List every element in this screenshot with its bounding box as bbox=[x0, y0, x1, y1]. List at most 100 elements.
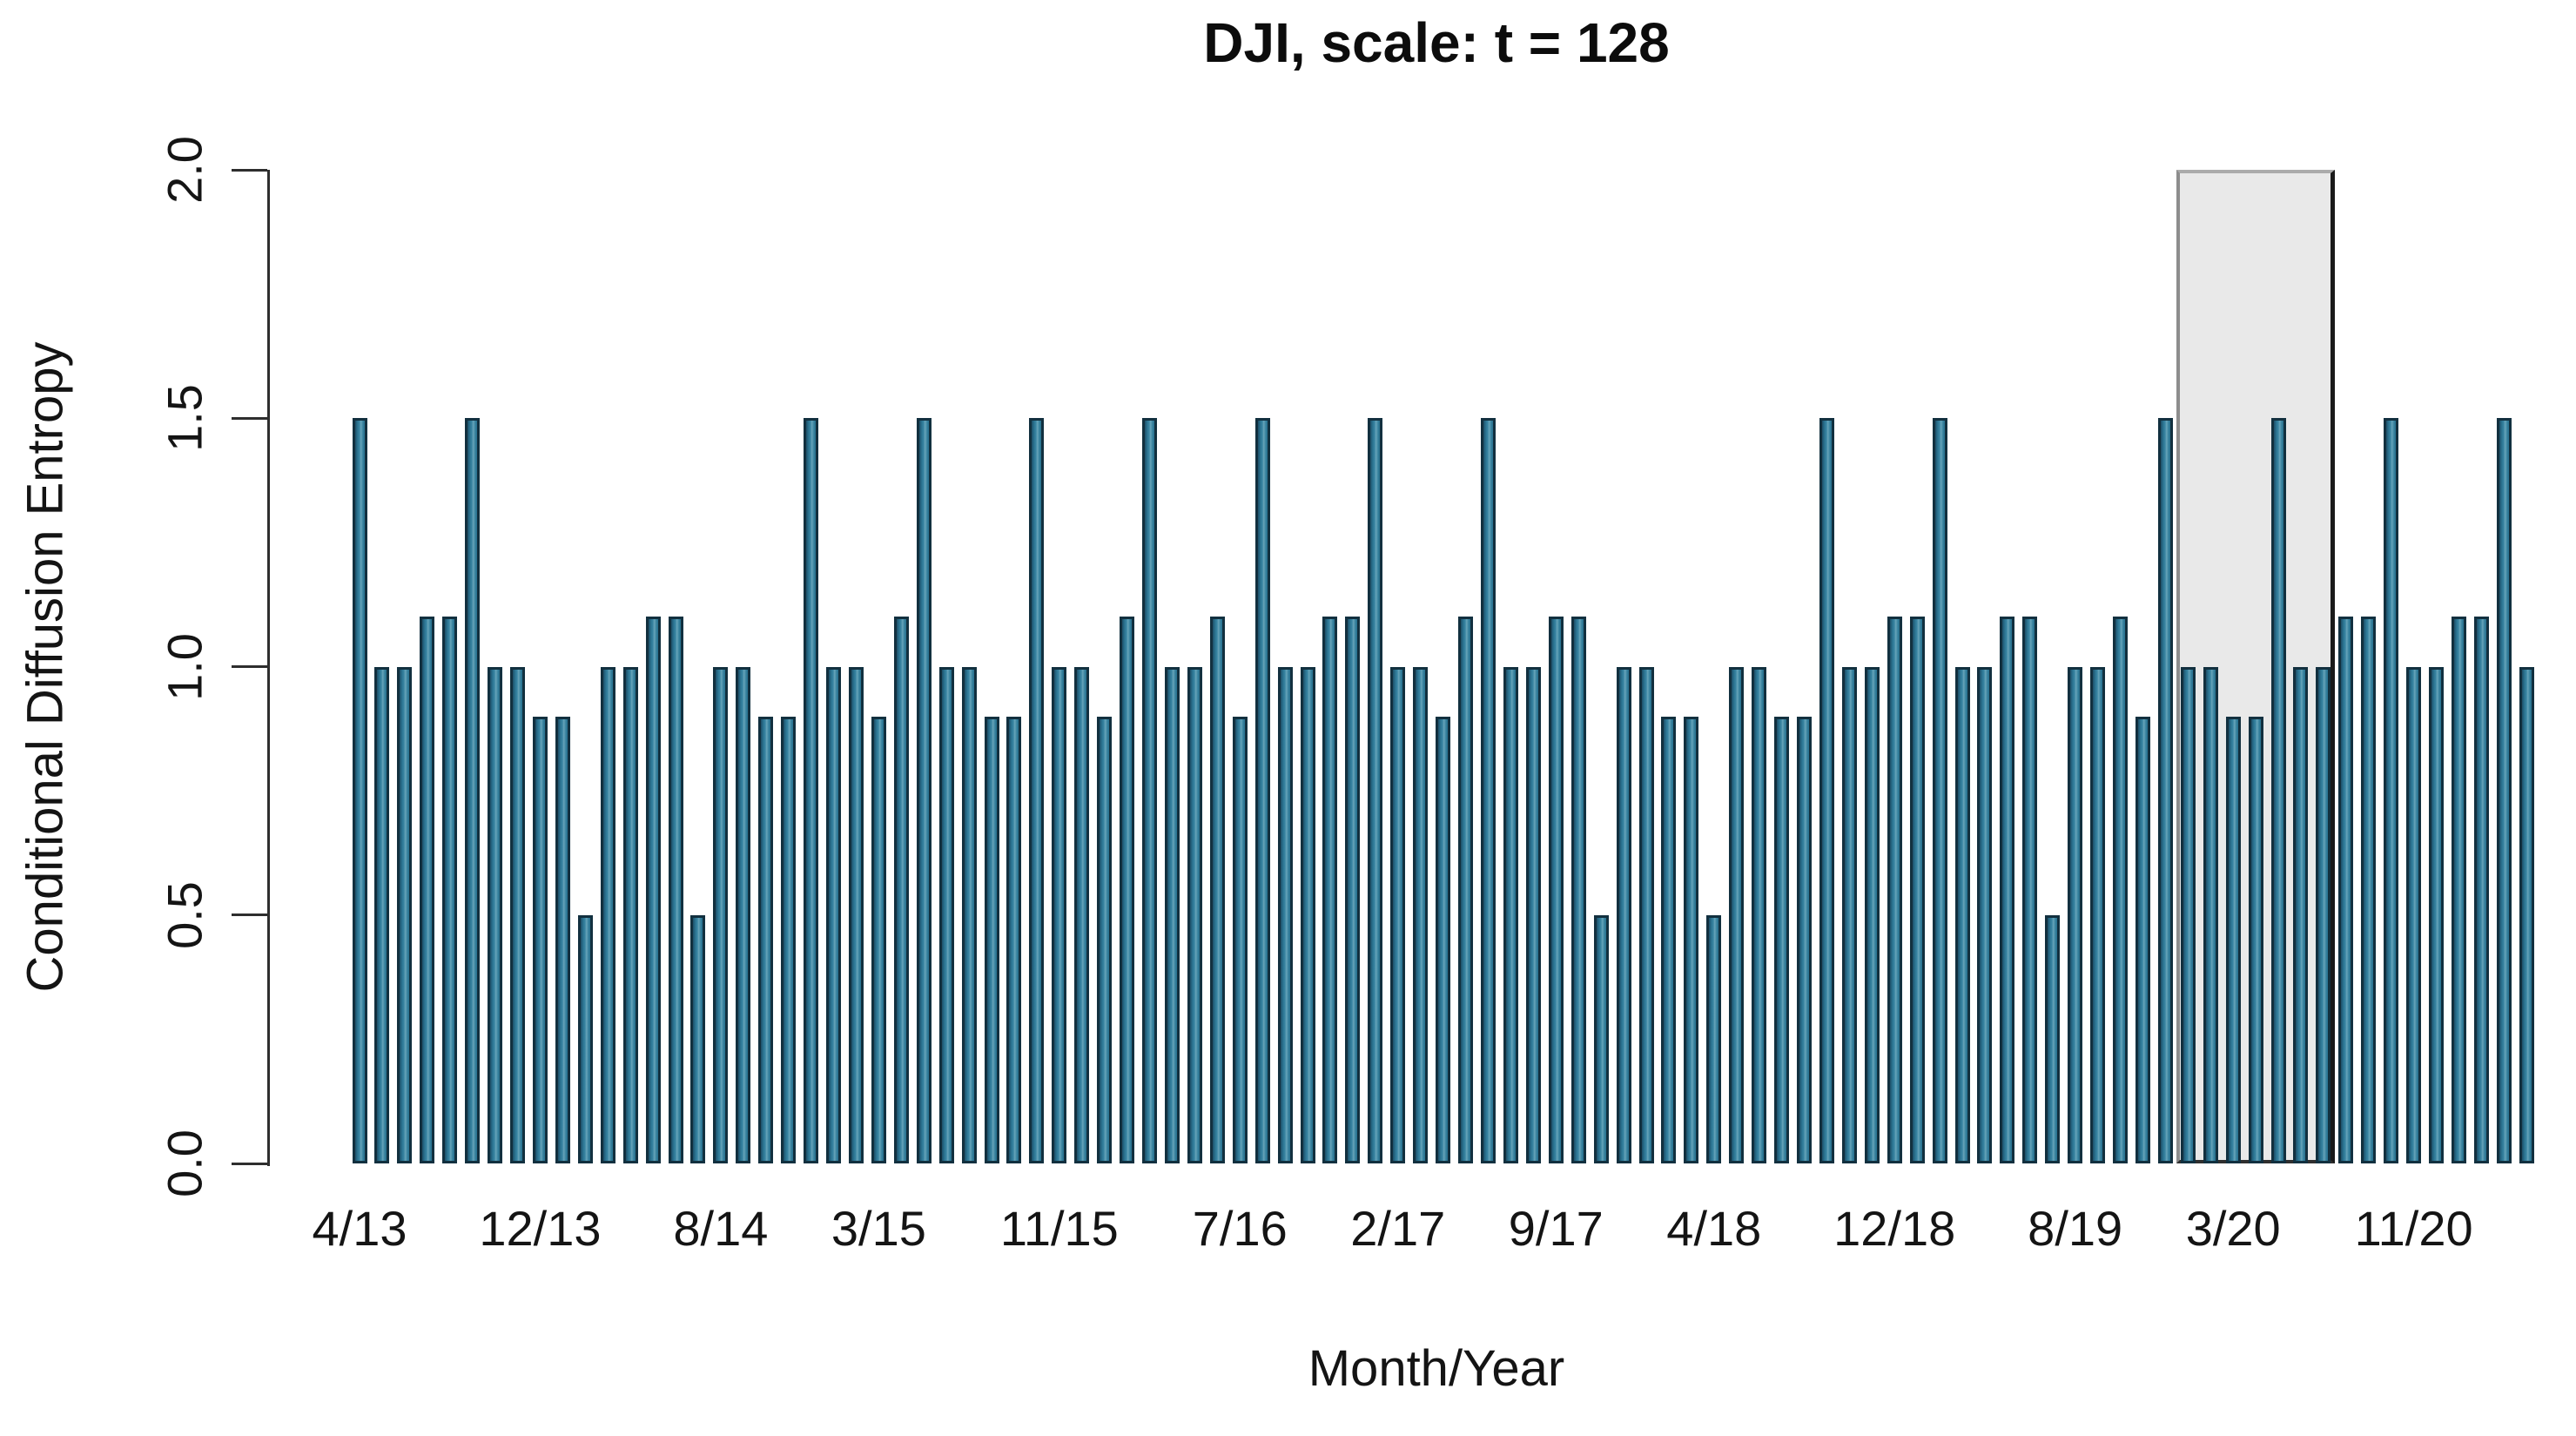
bar bbox=[555, 716, 570, 1163]
bar bbox=[1548, 617, 1564, 1163]
bar bbox=[2316, 666, 2331, 1163]
bar bbox=[1029, 418, 1045, 1163]
bar bbox=[2473, 617, 2489, 1163]
bar bbox=[668, 617, 683, 1163]
bar bbox=[1638, 666, 1654, 1163]
y-tick-mark bbox=[232, 168, 267, 172]
x-tick-label: 2/17 bbox=[1350, 1201, 1446, 1256]
bar bbox=[916, 418, 932, 1163]
x-tick-label: 4/18 bbox=[1666, 1201, 1762, 1256]
bar bbox=[2519, 666, 2534, 1163]
bar bbox=[2451, 617, 2466, 1163]
bar bbox=[1752, 666, 1767, 1163]
y-tick-mark bbox=[232, 665, 267, 668]
bar bbox=[1706, 914, 1722, 1163]
bar bbox=[2248, 716, 2263, 1163]
bar bbox=[1954, 666, 1970, 1163]
x-tick-label: 9/17 bbox=[1508, 1201, 1604, 1256]
bar bbox=[1097, 716, 1113, 1163]
bar bbox=[1864, 666, 1880, 1163]
bar bbox=[622, 666, 638, 1163]
bar bbox=[1052, 666, 1067, 1163]
x-tick-label: 8/14 bbox=[673, 1201, 769, 1256]
bar bbox=[1841, 666, 1857, 1163]
bar bbox=[1254, 418, 1270, 1163]
bar bbox=[848, 666, 864, 1163]
bar bbox=[442, 617, 458, 1163]
bar bbox=[1345, 617, 1361, 1163]
bar bbox=[1436, 716, 1451, 1163]
bar bbox=[1300, 666, 1315, 1163]
bar bbox=[1977, 666, 1993, 1163]
bar bbox=[2135, 716, 2150, 1163]
bar bbox=[1887, 617, 1902, 1163]
bar bbox=[893, 617, 909, 1163]
bar bbox=[1481, 418, 1496, 1163]
y-tick-label: 1.5 bbox=[157, 384, 212, 453]
bar bbox=[2157, 418, 2173, 1163]
bar bbox=[2270, 418, 2286, 1163]
y-tick-label: 2.0 bbox=[157, 136, 212, 204]
bar bbox=[1932, 418, 1947, 1163]
x-tick-label: 3/15 bbox=[831, 1201, 926, 1256]
x-axis-title: Month/Year bbox=[1308, 1340, 1565, 1397]
y-axis-line bbox=[267, 170, 270, 1166]
x-tick-label: 4/13 bbox=[312, 1201, 407, 1256]
bar bbox=[1503, 666, 1518, 1163]
bar bbox=[1006, 716, 1022, 1163]
bar bbox=[510, 666, 525, 1163]
bar bbox=[1729, 666, 1745, 1163]
bar bbox=[374, 666, 390, 1163]
bar bbox=[645, 617, 661, 1163]
bar bbox=[465, 418, 481, 1163]
bar bbox=[1277, 666, 1293, 1163]
bar bbox=[1684, 716, 1699, 1163]
bar bbox=[2045, 914, 2061, 1163]
x-tick-label: 12/13 bbox=[479, 1201, 602, 1256]
bar bbox=[2384, 418, 2399, 1163]
bar bbox=[1368, 418, 1383, 1163]
chart-title: DJI, scale: t = 128 bbox=[1203, 11, 1670, 74]
x-tick-label: 7/16 bbox=[1192, 1201, 1288, 1256]
bar bbox=[1458, 617, 1474, 1163]
bar bbox=[1120, 617, 1135, 1163]
bar bbox=[1570, 617, 1586, 1163]
bar bbox=[1661, 716, 1677, 1163]
bar bbox=[488, 666, 503, 1163]
y-tick-mark bbox=[232, 416, 267, 420]
bar bbox=[2293, 666, 2309, 1163]
bar bbox=[1616, 666, 1631, 1163]
y-axis-title: Conditional Diffusion Entropy bbox=[17, 341, 74, 993]
bar bbox=[1774, 716, 1790, 1163]
bar bbox=[1797, 716, 1813, 1163]
x-tick-label: 11/20 bbox=[2354, 1201, 2473, 1256]
y-tick-mark bbox=[232, 914, 267, 917]
x-tick-label: 12/18 bbox=[1833, 1201, 1956, 1256]
y-tick-label: 0.0 bbox=[157, 1129, 212, 1197]
bar bbox=[1074, 666, 1090, 1163]
bar bbox=[1322, 617, 1338, 1163]
bar bbox=[713, 666, 729, 1163]
bar bbox=[758, 716, 774, 1163]
bar bbox=[1593, 914, 1609, 1163]
x-tick-label: 3/20 bbox=[2185, 1201, 2281, 1256]
bar bbox=[938, 666, 954, 1163]
bar bbox=[2361, 617, 2377, 1163]
bar bbox=[2338, 617, 2354, 1163]
y-tick-label: 0.5 bbox=[157, 880, 212, 949]
bar bbox=[2496, 418, 2512, 1163]
bar bbox=[2022, 617, 2038, 1163]
bar bbox=[420, 617, 435, 1163]
bar bbox=[2225, 716, 2241, 1163]
bar bbox=[1164, 666, 1180, 1163]
bar bbox=[577, 914, 593, 1163]
x-tick-label: 8/19 bbox=[2028, 1201, 2123, 1256]
bar bbox=[1232, 716, 1248, 1163]
bar bbox=[1525, 666, 1541, 1163]
bar bbox=[2203, 666, 2218, 1163]
bar bbox=[1909, 617, 1925, 1163]
bar bbox=[1413, 666, 1429, 1163]
bar bbox=[1819, 418, 1834, 1163]
bar bbox=[1187, 666, 1202, 1163]
bar bbox=[736, 666, 751, 1163]
